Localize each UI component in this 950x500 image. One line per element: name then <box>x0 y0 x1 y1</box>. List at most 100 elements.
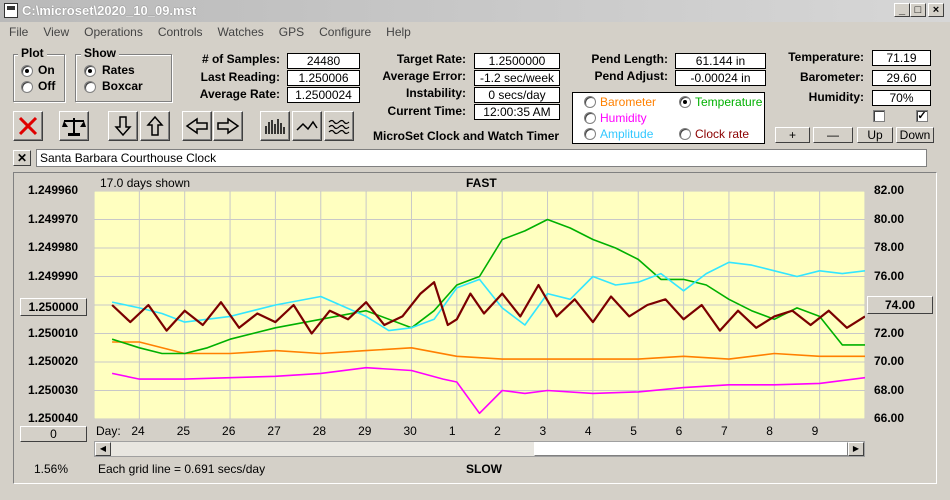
show-rates-radio[interactable] <box>84 65 96 77</box>
days-shown-label: 17.0 days shown <box>100 176 191 190</box>
left-tick-label: 1.249980 <box>28 240 79 254</box>
rate-chart <box>94 191 865 419</box>
temperature-label: Temperature: <box>788 50 864 64</box>
up-button[interactable]: Up <box>857 127 893 143</box>
target-rate-label: Target Rate: <box>396 52 466 66</box>
histogram-button[interactable] <box>260 111 290 141</box>
pend-length-value: 61.144 in <box>675 53 766 69</box>
average-rate-label: Average Rate: <box>199 87 280 101</box>
temperature-center-button[interactable]: 74.00 <box>867 296 933 314</box>
app-icon <box>4 3 18 18</box>
offset-button[interactable]: 0 <box>20 426 87 442</box>
title-bar: C:\microset\2020_10_09.mst _ □ × <box>0 0 950 22</box>
series-amplitude <box>111 261 865 332</box>
close-button[interactable]: × <box>928 3 944 17</box>
left-tick-label: 1.249960 <box>28 183 79 197</box>
line-graph-button[interactable] <box>292 111 322 141</box>
right-tick-label: 78.00 <box>874 240 905 254</box>
balance-button[interactable] <box>59 111 89 141</box>
scroll-left-button[interactable] <box>182 111 212 141</box>
plot-group-label: Plot <box>18 46 47 60</box>
menu-controls[interactable]: Controls <box>157 25 203 39</box>
wave-button[interactable] <box>324 111 354 141</box>
scroll-thumb[interactable] <box>534 442 848 456</box>
amplitude-radio[interactable] <box>584 128 596 140</box>
day-tick-label: 29 <box>358 424 372 438</box>
show-group <box>75 54 172 102</box>
menu-gps[interactable]: GPS <box>278 25 305 39</box>
series-barometer <box>112 341 865 360</box>
clear-clock-name-button[interactable]: ✕ <box>13 150 31 166</box>
barometer-radio[interactable] <box>584 96 596 108</box>
day-tick-label: 5 <box>630 424 637 438</box>
legend-humidity: Humidity <box>600 111 647 125</box>
menu-operations[interactable]: Operations <box>84 25 143 39</box>
show-boxcar-radio[interactable] <box>84 81 96 93</box>
minus-button[interactable]: — <box>813 127 853 143</box>
day-tick-label: 6 <box>675 424 683 438</box>
scroll-up-button[interactable] <box>140 111 170 141</box>
right-tick-label: 70.00 <box>874 354 905 368</box>
current-time-value: 12:00:35 AM <box>474 104 560 120</box>
day-tick-label: 3 <box>539 424 547 438</box>
humidity-radio[interactable] <box>584 112 596 124</box>
clock-rate-radio[interactable] <box>679 128 691 140</box>
down-button[interactable]: Down <box>896 127 934 143</box>
clock-name-field[interactable]: Santa Barbara Courthouse Clock <box>36 149 927 167</box>
arrow-right-icon <box>217 117 240 135</box>
maximize-button[interactable]: □ <box>910 3 926 17</box>
day-tick-label: 28 <box>312 424 327 438</box>
left-tick-label: 1.250040 <box>28 411 79 425</box>
day-tick-label: 24 <box>131 424 145 438</box>
day-tick-label: 26 <box>222 424 236 438</box>
day-tick-label: 2 <box>494 424 501 438</box>
left-tick-label: 1.250020 <box>28 354 79 368</box>
balance-scale-icon <box>62 118 86 136</box>
scroll-down-button[interactable] <box>108 111 138 141</box>
menu-configure[interactable]: Configure <box>319 25 372 39</box>
day-tick-label: 8 <box>766 424 773 438</box>
scroll-left-arrow[interactable]: ◀ <box>95 442 111 456</box>
left-tick-label: 1.249970 <box>28 211 79 226</box>
show-rates-label: Rates <box>102 63 135 77</box>
day-tick-label: 30 <box>403 424 417 438</box>
pend-adjust-value: -0.00024 in <box>675 70 766 86</box>
sensor-checkbox-2[interactable]: ✓ <box>916 110 928 122</box>
wave-icon <box>328 119 350 135</box>
day-axis-label: Day: <box>96 424 121 438</box>
menu-view[interactable]: View <box>43 25 70 39</box>
menu-help[interactable]: Help <box>386 25 411 39</box>
plot-on-radio[interactable] <box>21 65 33 77</box>
menu-bar: File View Operations Controls Watches GPS Conf… <box>0 22 950 42</box>
grid-note-label: Each grid line = 0.691 secs/day <box>98 462 266 476</box>
sensor-checkbox-1[interactable] <box>873 110 885 122</box>
scroll-right-button[interactable] <box>213 111 243 141</box>
temperature-radio[interactable] <box>679 96 691 108</box>
current-time-label: Current Time: <box>387 104 466 118</box>
line-graph-icon <box>296 120 318 131</box>
scroll-right-arrow[interactable]: ▶ <box>848 442 864 456</box>
legend-barometer: Barometer <box>600 95 657 109</box>
instability-value: 0 secs/day <box>474 87 560 103</box>
timeline-scrollbar[interactable]: ◀ ▶ <box>94 441 865 457</box>
minimize-button[interactable]: _ <box>894 3 910 17</box>
menu-watches[interactable]: Watches <box>217 25 264 39</box>
pend-length-label: Pend Length: <box>591 52 668 66</box>
menu-file[interactable]: File <box>9 25 29 39</box>
barometer-label: Barometer: <box>799 70 864 84</box>
day-tick-label: 9 <box>811 424 819 438</box>
humidity-value: 70% <box>872 90 931 106</box>
right-tick-label: 72.00 <box>874 325 905 340</box>
show-boxcar-label: Boxcar <box>102 79 143 93</box>
show-group-label: Show <box>81 46 119 60</box>
plus-button[interactable]: + <box>775 127 810 143</box>
target-rate-value: 1.2500000 <box>474 53 560 69</box>
last-reading-value: 1.250006 <box>287 70 360 86</box>
samples-value: 24480 <box>287 53 360 69</box>
slow-label: SLOW <box>466 462 502 476</box>
clear-button[interactable] <box>13 111 43 141</box>
plot-off-radio[interactable] <box>21 81 33 93</box>
window-title: C:\microset\2020_10_09.mst <box>22 3 197 18</box>
legend-temperature: Temperature <box>695 95 763 109</box>
rate-center-button[interactable]: 1.250000 <box>20 298 87 316</box>
